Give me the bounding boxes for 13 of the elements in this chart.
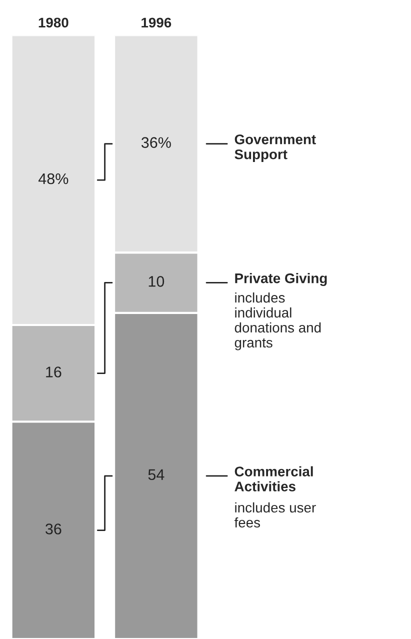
data-label: 10 [148,276,164,287]
data-label: 48% [38,173,68,184]
text: includes user fees [234,502,316,528]
data-label: 54 [148,469,164,480]
x-tick-label: 1996 [142,18,172,28]
x-tick-label: 1980 [38,18,68,28]
data-label: 36 [46,524,62,534]
text: Government Support [234,134,316,162]
text: includes individual donations and grants [234,292,321,350]
text: Private Giving [235,273,327,286]
data-label: 16 [46,366,62,378]
data-label: 36% [141,137,171,148]
text: Commercial Activities [234,466,313,492]
